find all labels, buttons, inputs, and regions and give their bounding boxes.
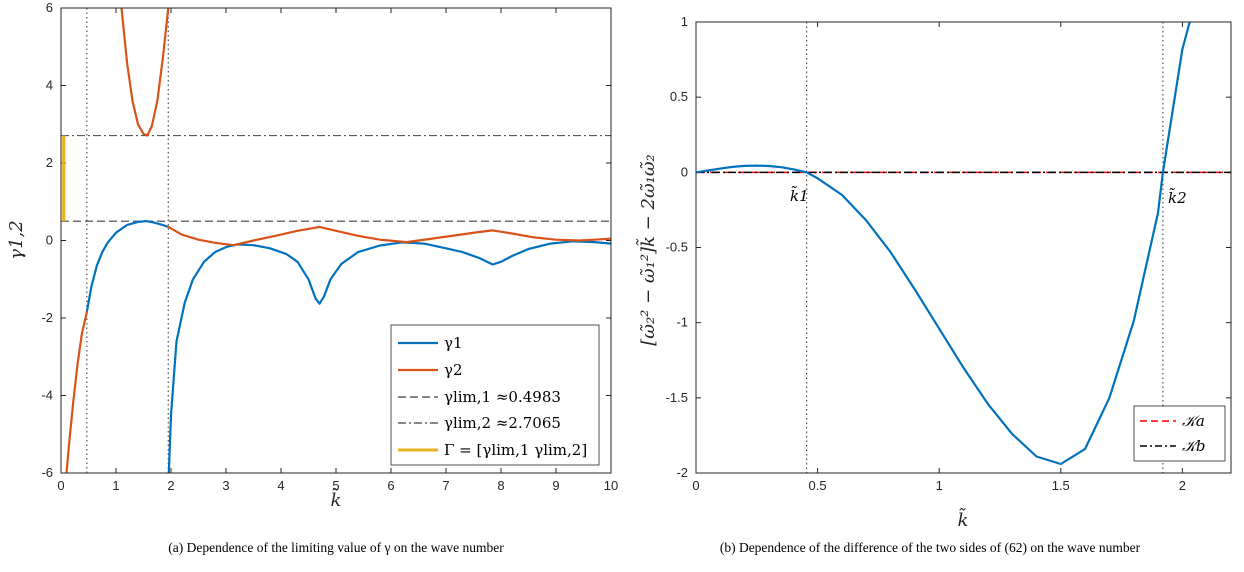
a-ytick-label-3: 0 xyxy=(46,233,53,248)
legend-a-label-gamma2: γ2 xyxy=(444,361,463,379)
b-xtick-label-1: 0.5 xyxy=(809,478,827,493)
caption-b: (b) Dependence of the difference of the … xyxy=(720,540,1141,555)
legend-a-label-glim1: γlim,1 ≈0.4983 xyxy=(444,388,561,406)
b-ytick-label-3: -0.5 xyxy=(666,240,688,255)
y-axis-label-b: [ω̃₂² − ω̃₁²]k̃ − 2ω̃₁ω̃₂ xyxy=(636,154,659,345)
chart-panel-b: 0 0.5 1 1.5 2 -2 -1.5 -1 -0.5 0 0.5 1 k̃ [ω̃₂² − ω̃… xyxy=(636,14,1232,555)
x-axis-label-b: k̃ xyxy=(958,508,969,531)
a-xtick-label-7: 7 xyxy=(442,478,449,493)
legend-a-label-gamma1: γ1 xyxy=(444,334,463,352)
b-xtick-label-0: 0 xyxy=(692,478,699,493)
legend-a: γ1 γ2 γlim,1 ≈0.4983 γlim,2 ≈2.7065 Γ = … xyxy=(390,324,600,466)
b-xtick-label-2: 1 xyxy=(936,478,943,493)
a-xtick-label-0: 0 xyxy=(57,478,64,493)
a-series-2-segment-1 xyxy=(120,8,170,137)
a-ytick-label-4: 2 xyxy=(46,155,53,170)
a-xtick-label-3: 3 xyxy=(222,478,229,493)
a-xtick-label-4: 4 xyxy=(277,478,284,493)
b-ytick-label-5: 0.5 xyxy=(670,89,688,104)
b-xtick-label-4: 2 xyxy=(1179,478,1186,493)
b-xtick-label-3: 1.5 xyxy=(1052,478,1070,493)
a-xtick-label-10: 10 xyxy=(604,478,618,493)
a-series-1-segment-1 xyxy=(167,240,611,473)
a-xtick-label-1: 1 xyxy=(112,478,119,493)
a-ytick-label-1: -4 xyxy=(41,388,53,403)
b-series-1 xyxy=(696,22,1191,466)
legend-a-label-glim2: γlim,2 ≈2.7065 xyxy=(444,414,561,432)
annotation-k1: k̃1 xyxy=(790,186,809,205)
a-xtick-label-6: 6 xyxy=(387,478,394,493)
a-series-2-segment-0 xyxy=(65,311,88,473)
a-ytick-label-2: -2 xyxy=(41,310,53,325)
a-xtick-label-2: 2 xyxy=(167,478,174,493)
b-ytick-label-2: -1 xyxy=(676,315,688,330)
b-ytick-label-6: 1 xyxy=(681,14,688,29)
legend-b: 𝒦a 𝒦b xyxy=(1133,405,1226,462)
a-xtick-label-8: 8 xyxy=(497,478,504,493)
a-ytick-label-5: 4 xyxy=(46,78,53,93)
y-axis-label-a: γ1,2 xyxy=(6,220,27,259)
caption-a: (a) Dependence of the limiting value of … xyxy=(168,540,504,555)
b-ytick-label-4: 0 xyxy=(681,164,688,179)
chart-panel-a: 0 1 2 3 4 5 6 7 8 9 10 -6 -4 -2 0 2 4 6 k̃ γ1,2 γ1 γ2 γli… xyxy=(6,0,618,555)
x-axis-label-a: k̃ xyxy=(331,488,342,511)
legend-b-label-kb: 𝒦b xyxy=(1182,437,1206,455)
legend-b-label-ka: 𝒦a xyxy=(1182,412,1205,430)
b-ytick-label-1: -1.5 xyxy=(666,390,688,405)
a-xtick-label-5: 5 xyxy=(332,478,339,493)
b-ytick-label-0: -2 xyxy=(676,465,688,480)
legend-a-label-interval: Γ = [γlim,1 γlim,2] xyxy=(444,441,587,459)
a-series-2-segment-2 xyxy=(167,225,611,247)
a-ytick-label-0: -6 xyxy=(41,465,53,480)
a-xtick-label-9: 9 xyxy=(552,478,559,493)
annotation-k2: k̃2 xyxy=(1168,188,1187,207)
a-series-1-segment-0 xyxy=(85,220,170,314)
a-ytick-label-6: 6 xyxy=(46,0,53,15)
